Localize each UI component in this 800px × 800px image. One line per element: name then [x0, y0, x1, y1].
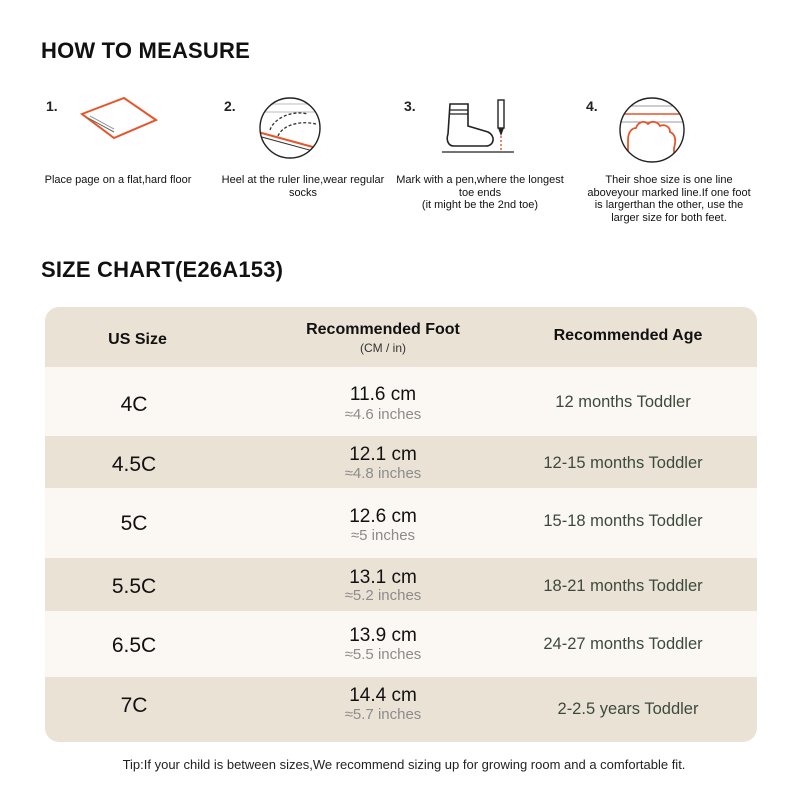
foot-inches-cell: ≈4.8 inches: [344, 465, 422, 482]
step-number: 2.: [224, 98, 236, 114]
foot-cm-cell: 12.6 cm: [349, 506, 417, 527]
foot-inches-cell: ≈4.6 inches: [344, 406, 422, 423]
foot-inches-cell: ≈5 inches: [350, 527, 416, 544]
us-size-cell: 4C: [120, 393, 148, 416]
sock-pen-icon: [432, 92, 522, 163]
table-row: 6.5C 13.9 cm ≈5.5 inches 24-27 months To…: [45, 611, 757, 677]
toe-lines-icon: [614, 92, 690, 171]
foot-inches-cell: ≈5.2 inches: [344, 587, 422, 604]
header-foot-units: (CM / in): [360, 341, 406, 355]
table-row: 7C 14.4 cm ≈5.7 inches 2-2.5 years Toddl…: [45, 677, 757, 742]
age-cell: 15-18 months Toddler: [543, 512, 703, 530]
foot-cm-cell: 11.6 cm: [349, 384, 417, 405]
foot-cm-cell: 12.1 cm: [349, 444, 417, 465]
step-text: Place page on a flat,hard floor: [44, 174, 192, 186]
us-size-cell: 5C: [120, 512, 148, 535]
how-to-measure-title: HOW TO MEASURE: [41, 38, 250, 63]
us-size-cell: 7C: [120, 694, 148, 717]
header-recommended-age: Recommended Age: [553, 327, 703, 344]
foot-inches-cell: ≈5.5 inches: [344, 646, 422, 663]
table-row: 4C 11.6 cm ≈4.6 inches 12 months Toddler: [45, 367, 757, 436]
size-chart-title: SIZE CHART(E26A153): [41, 257, 284, 282]
step-number: 1.: [46, 98, 58, 114]
table-row: 5.5C 13.1 cm ≈5.2 inches 18-21 months To…: [45, 558, 757, 611]
age-cell: 2-2.5 years Toddler: [557, 700, 699, 718]
table-row: 5C 12.6 cm ≈5 inches 15-18 months Toddle…: [45, 488, 757, 558]
us-size-cell: 4.5C: [111, 453, 157, 476]
step-text: Their shoe size is one line aboveyour ma…: [587, 174, 751, 224]
sizing-tip: Tip:If your child is between sizes,We re…: [122, 757, 686, 772]
foot-cm-cell: 13.1 cm: [349, 567, 417, 588]
paper-on-floor-icon: [74, 92, 159, 153]
age-cell: 12-15 months Toddler: [543, 454, 703, 472]
step-text: Heel at the ruler line,wear regular sock…: [221, 174, 385, 199]
heel-ruler-icon: [252, 92, 328, 167]
us-size-cell: 5.5C: [111, 575, 157, 598]
step-number: 3.: [404, 98, 416, 114]
age-cell: 18-21 months Toddler: [543, 577, 703, 595]
age-cell: 12 months Toddler: [555, 393, 691, 411]
us-size-cell: 6.5C: [111, 634, 157, 657]
foot-cm-cell: 14.4 cm: [349, 685, 417, 706]
table-header-row: US Size Recommended Foot (CM / in) Recom…: [45, 307, 757, 367]
foot-inches-cell: ≈5.7 inches: [344, 706, 422, 723]
header-recommended-foot: Recommended Foot: [306, 321, 460, 338]
header-us-size: US Size: [108, 331, 167, 348]
step-text: Mark with a pen,where the longest toe en…: [396, 174, 564, 211]
size-chart-table: US Size Recommended Foot (CM / in) Recom…: [45, 307, 757, 742]
age-cell: 24-27 months Toddler: [543, 635, 703, 653]
foot-cm-cell: 13.9 cm: [349, 625, 417, 646]
table-row: 4.5C 12.1 cm ≈4.8 inches 12-15 months To…: [45, 436, 757, 488]
step-number: 4.: [586, 98, 598, 114]
